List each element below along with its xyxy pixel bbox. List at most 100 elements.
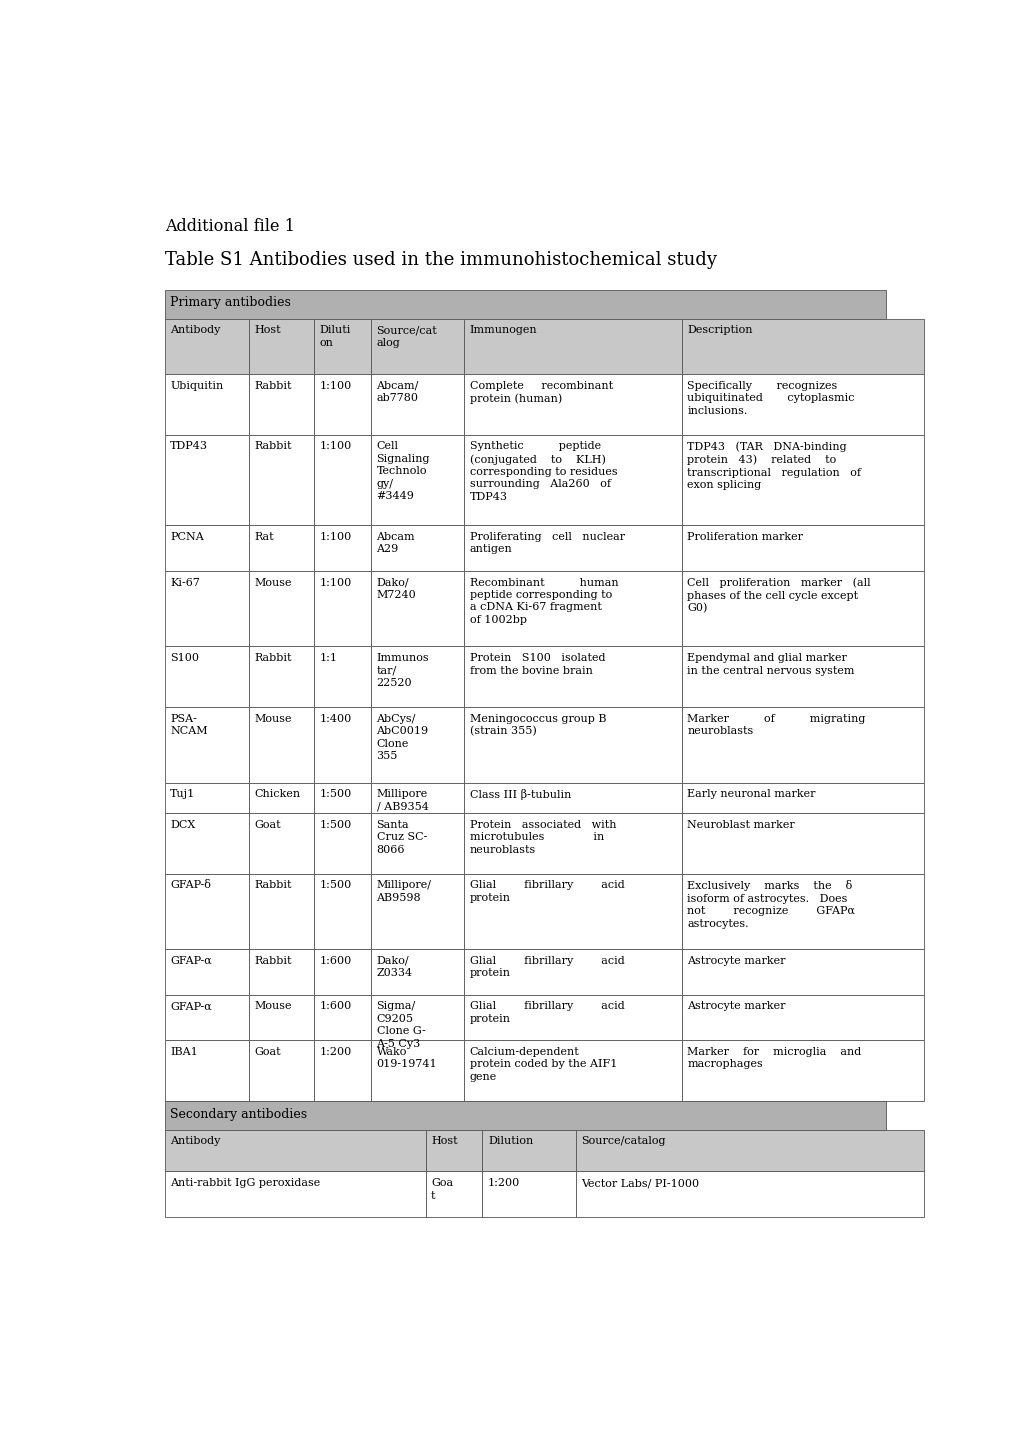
Text: GFAP-α: GFAP-α (170, 955, 212, 965)
Text: Immunogen: Immunogen (470, 325, 537, 335)
Text: Table S1 Antibodies used in the immunohistochemical study: Table S1 Antibodies used in the immunohi… (164, 251, 716, 268)
Bar (164, 290, 886, 319)
Bar (681, 949, 922, 994)
Text: Proliferating   cell   nuclear
antigen: Proliferating cell nuclear antigen (470, 532, 625, 554)
Bar (164, 646, 249, 707)
Text: Primary antibodies: Primary antibodies (170, 296, 290, 309)
Bar (371, 374, 464, 434)
Bar (575, 1130, 922, 1172)
Text: Abcam/
ab7780: Abcam/ ab7780 (376, 381, 419, 404)
Bar (249, 1040, 314, 1101)
Bar (249, 949, 314, 994)
Bar (314, 571, 371, 646)
Bar (164, 949, 249, 994)
Text: Rabbit: Rabbit (255, 381, 292, 391)
Text: Host: Host (255, 325, 281, 335)
Text: PCNA: PCNA (170, 532, 204, 543)
Text: 1:500: 1:500 (319, 820, 352, 830)
Bar (164, 1130, 425, 1172)
Text: Antibody: Antibody (170, 325, 220, 335)
Bar (314, 1040, 371, 1101)
Text: Immunos
tar/
22520: Immunos tar/ 22520 (376, 654, 429, 688)
Text: Millipore/
AB9598: Millipore/ AB9598 (376, 880, 431, 903)
Text: Ependymal and glial marker
in the central nervous system: Ependymal and glial marker in the centra… (687, 654, 854, 675)
Bar (164, 1040, 249, 1101)
Text: Diluti
on: Diluti on (319, 325, 351, 348)
Bar (482, 1172, 575, 1216)
Bar (249, 994, 314, 1040)
Text: Astrocyte marker: Astrocyte marker (687, 955, 785, 965)
Bar (681, 814, 922, 873)
Bar (164, 1101, 886, 1130)
Bar (464, 873, 681, 949)
Text: Complete     recombinant
protein (human): Complete recombinant protein (human) (470, 381, 612, 404)
Bar (371, 994, 464, 1040)
Bar (249, 873, 314, 949)
Text: Marker          of          migrating
neuroblasts: Marker of migrating neuroblasts (687, 714, 865, 736)
Bar (314, 814, 371, 873)
Text: GFAP-α: GFAP-α (170, 1001, 212, 1012)
Bar (464, 707, 681, 782)
Bar (249, 525, 314, 571)
Bar (164, 319, 249, 374)
Text: 1:200: 1:200 (319, 1048, 352, 1058)
Text: Host: Host (431, 1137, 458, 1147)
Text: Antibody: Antibody (170, 1137, 220, 1147)
Bar (314, 374, 371, 434)
Text: S100: S100 (170, 654, 199, 664)
Bar (249, 374, 314, 434)
Bar (681, 374, 922, 434)
Bar (249, 319, 314, 374)
Bar (164, 994, 249, 1040)
Text: Source/catalog: Source/catalog (581, 1137, 665, 1147)
Text: Mouse: Mouse (255, 577, 292, 587)
Bar (681, 994, 922, 1040)
Bar (164, 873, 249, 949)
Bar (464, 994, 681, 1040)
Text: Sigma/
C9205
Clone G-
A-5 Cy3: Sigma/ C9205 Clone G- A-5 Cy3 (376, 1001, 425, 1049)
Bar (464, 525, 681, 571)
Bar (371, 782, 464, 814)
Text: Rabbit: Rabbit (255, 880, 292, 890)
Bar (464, 782, 681, 814)
Text: Goa
t: Goa t (431, 1177, 452, 1201)
Text: Class III β-tubulin: Class III β-tubulin (470, 789, 571, 801)
Bar (314, 994, 371, 1040)
Bar (681, 571, 922, 646)
Text: 1:200: 1:200 (487, 1177, 520, 1188)
Bar (371, 319, 464, 374)
Text: Neuroblast marker: Neuroblast marker (687, 820, 794, 830)
Bar (371, 949, 464, 994)
Text: Dako/
M7240: Dako/ M7240 (376, 577, 416, 600)
Bar (314, 319, 371, 374)
Bar (681, 646, 922, 707)
Text: Secondary antibodies: Secondary antibodies (170, 1108, 307, 1121)
Text: Rat: Rat (255, 532, 274, 543)
Bar (314, 949, 371, 994)
Text: 1:500: 1:500 (319, 880, 352, 890)
Text: Santa
Cruz SC-
8066: Santa Cruz SC- 8066 (376, 820, 427, 854)
Bar (464, 319, 681, 374)
Bar (464, 814, 681, 873)
Bar (464, 1040, 681, 1101)
Text: Meningococcus group B
(strain 355): Meningococcus group B (strain 355) (470, 714, 605, 736)
Text: Astrocyte marker: Astrocyte marker (687, 1001, 785, 1012)
Bar (464, 646, 681, 707)
Text: Millipore
/ AB9354: Millipore / AB9354 (376, 789, 428, 811)
Text: Dako/
Z0334: Dako/ Z0334 (376, 955, 413, 978)
Text: GFAP-δ: GFAP-δ (170, 880, 211, 890)
Bar (314, 873, 371, 949)
Text: Specifically       recognizes
ubiquitinated       cytoplasmic
inclusions.: Specifically recognizes ubiquitinated cy… (687, 381, 854, 416)
Bar (164, 571, 249, 646)
Text: IBA1: IBA1 (170, 1048, 198, 1058)
Text: 1:600: 1:600 (319, 955, 352, 965)
Text: Glial        fibrillary        acid
protein: Glial fibrillary acid protein (470, 1001, 624, 1025)
Text: Cell   proliferation   marker   (all
phases of the cell cycle except
G0): Cell proliferation marker (all phases of… (687, 577, 870, 613)
Text: TDP43   (TAR   DNA-binding
protein   43)    related    to
transcriptional   regu: TDP43 (TAR DNA-binding protein 43) relat… (687, 442, 860, 491)
Bar (575, 1172, 922, 1216)
Text: Mouse: Mouse (255, 1001, 292, 1012)
Text: DCX: DCX (170, 820, 196, 830)
Text: Anti-rabbit IgG peroxidase: Anti-rabbit IgG peroxidase (170, 1177, 320, 1188)
Bar (164, 1172, 425, 1216)
Text: Mouse: Mouse (255, 714, 292, 724)
